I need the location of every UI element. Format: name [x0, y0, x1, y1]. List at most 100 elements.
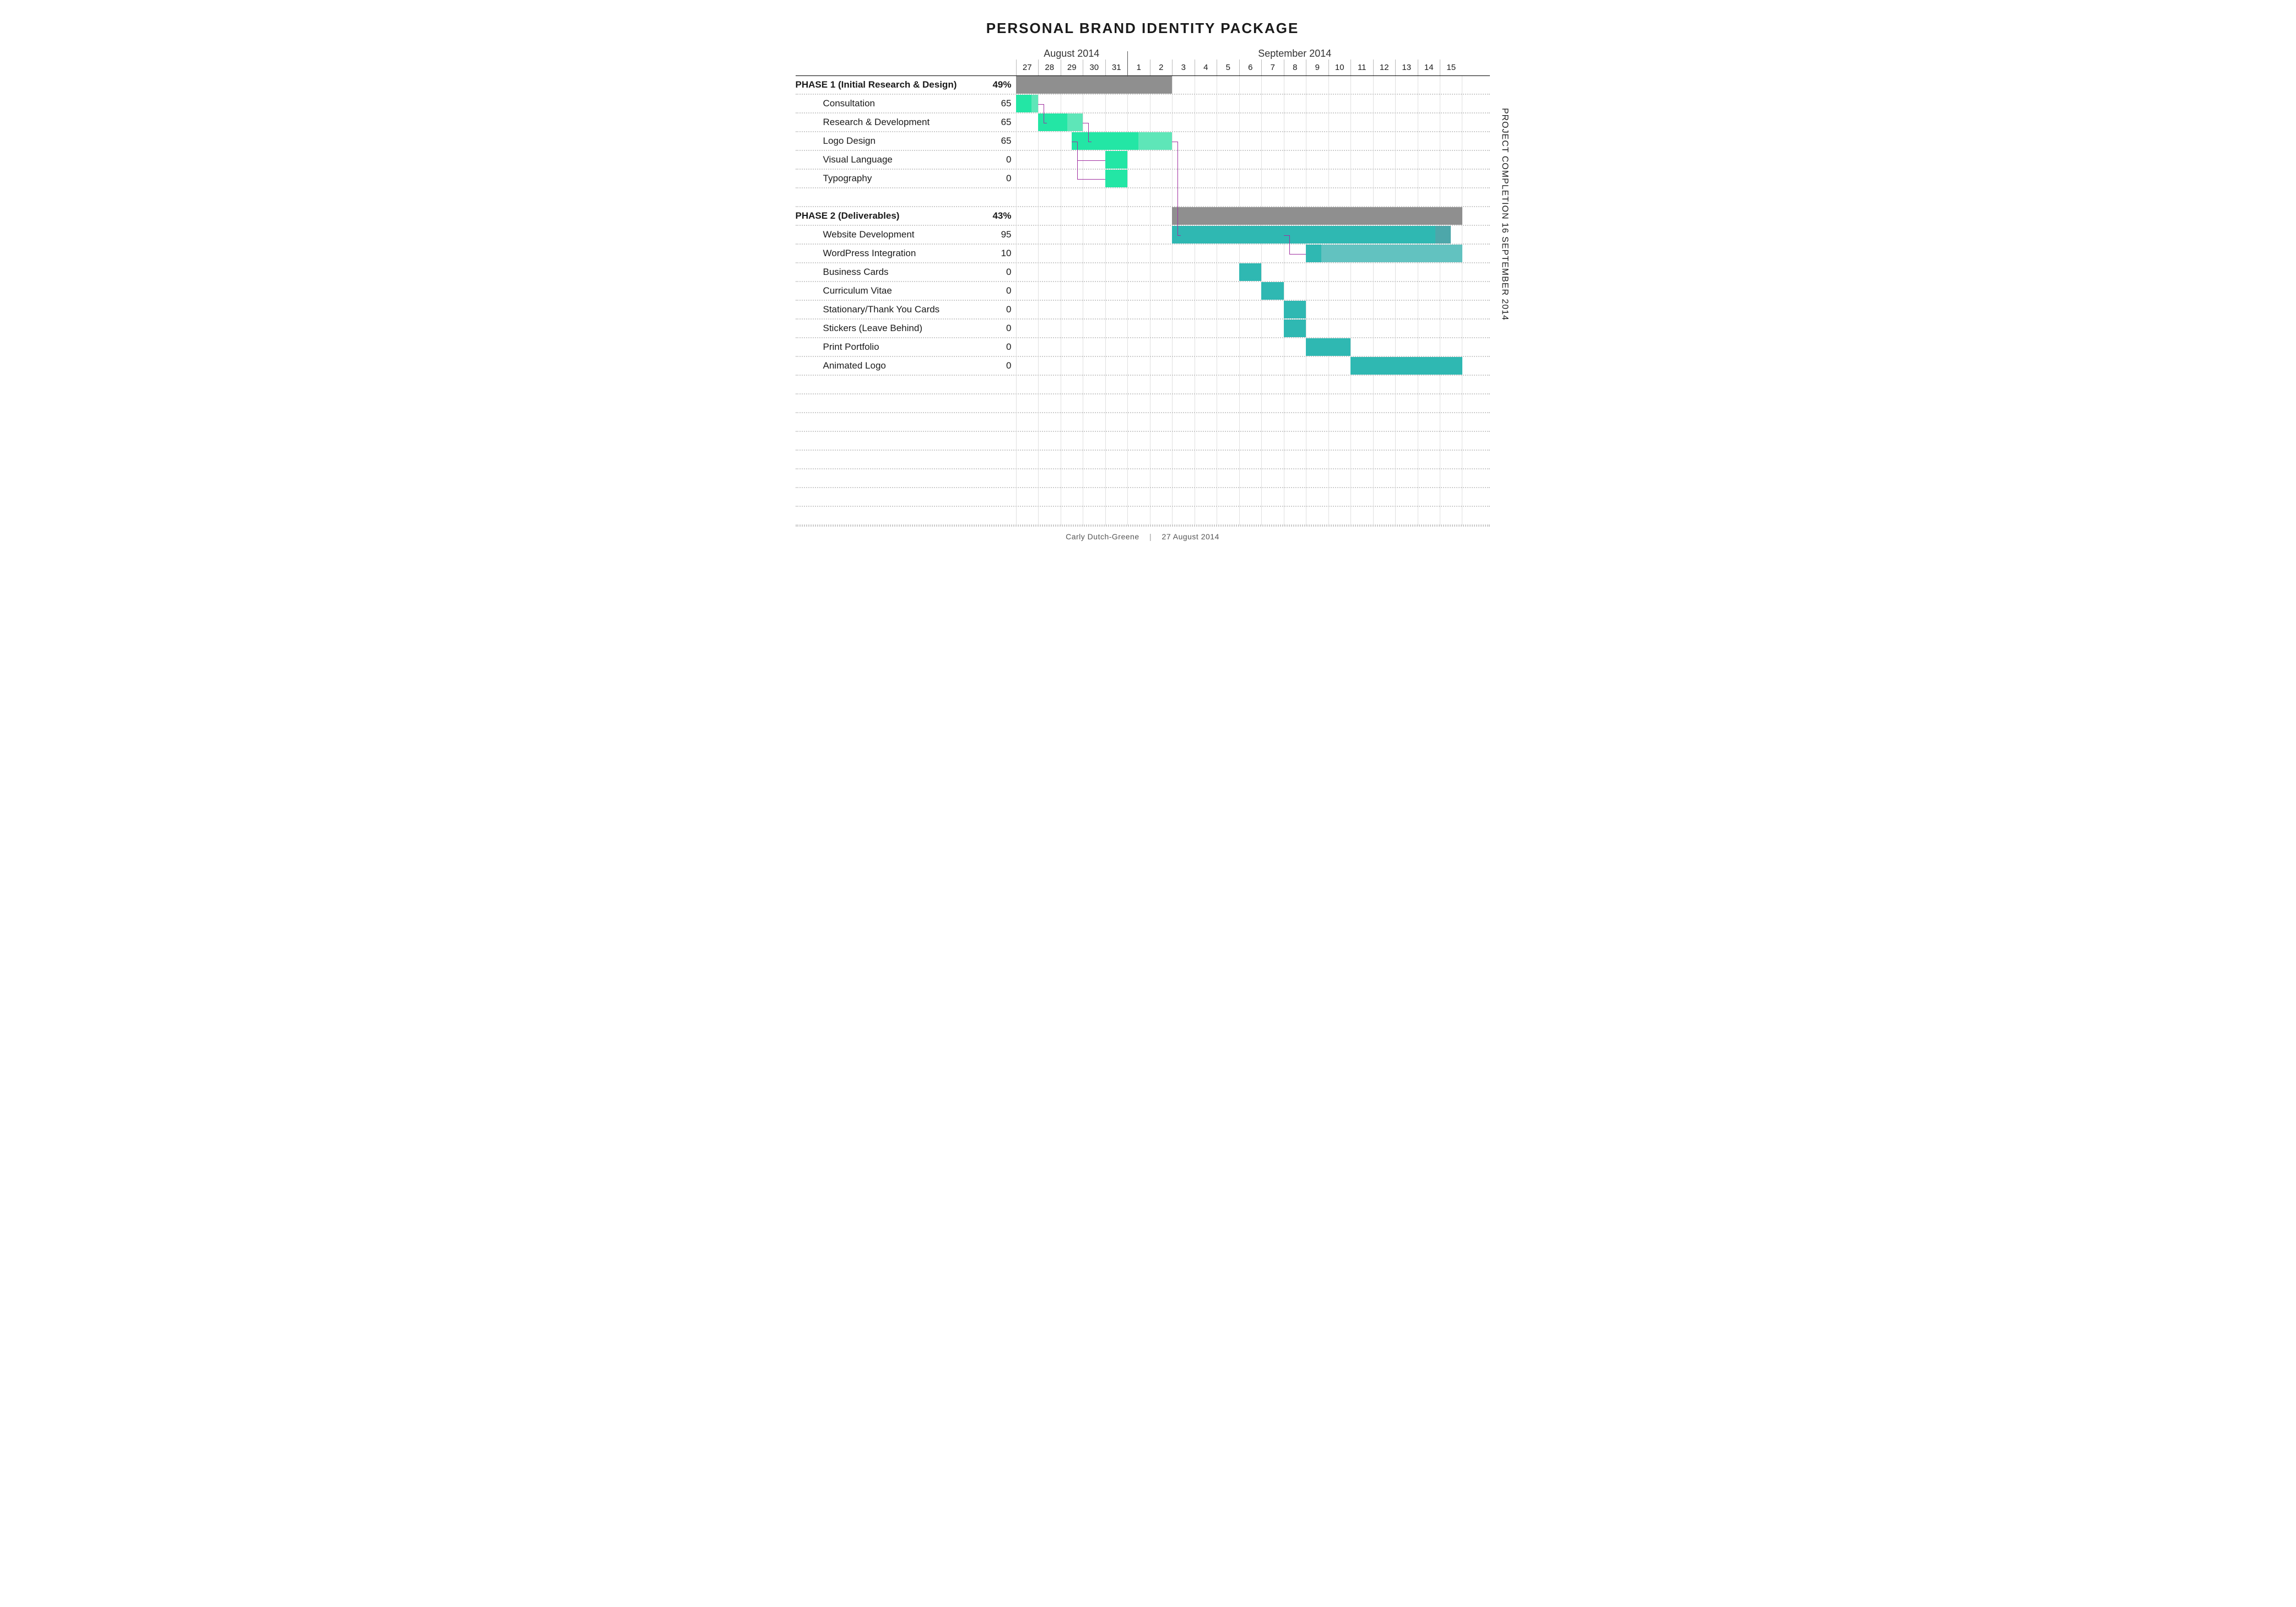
task-row: Stationary/Thank You Cards0 [796, 301, 1490, 320]
task-row: Print Portfolio0 [796, 338, 1490, 357]
row-label: WordPress Integration [796, 248, 988, 259]
gantt-bar [1172, 226, 1435, 244]
row-percent: 0 [988, 173, 1016, 184]
gantt-bar [1306, 245, 1462, 262]
blank-row [796, 376, 1490, 394]
row-percent: 65 [988, 117, 1016, 128]
row-label: Research & Development [796, 117, 988, 128]
row-lane [1016, 113, 1462, 131]
row-lane [1016, 188, 1462, 206]
row-lane [1016, 226, 1462, 244]
task-row: Curriculum Vitae0 [796, 282, 1490, 301]
footer-author: Carly Dutch-Greene [1066, 532, 1139, 541]
day-label: 9 [1306, 59, 1328, 75]
row-label: PHASE 1 (Initial Research & Design) [796, 79, 988, 90]
day-label: 3 [1172, 59, 1195, 75]
row-lane [1016, 357, 1462, 375]
row-lane [1016, 338, 1462, 356]
blank-row [796, 413, 1490, 432]
row-label: Logo Design [796, 136, 988, 147]
day-label: 29 [1061, 59, 1083, 75]
row-lane [1016, 132, 1462, 150]
task-row: Typography0 [796, 170, 1490, 188]
row-percent: 0 [988, 323, 1016, 334]
day-label: 27 [1016, 59, 1039, 75]
blank-row [796, 432, 1490, 451]
row-percent: 0 [988, 154, 1016, 165]
task-row: Stickers (Leave Behind)0 [796, 320, 1490, 338]
blank-row [796, 451, 1490, 469]
gantt-bar [1306, 245, 1321, 262]
row-label: Business Cards [796, 267, 988, 278]
gantt-bar [1261, 282, 1284, 300]
row-percent: 0 [988, 360, 1016, 371]
gantt-bar [1172, 207, 1462, 225]
gantt-bar [1284, 320, 1306, 337]
task-row: Logo Design65 [796, 132, 1490, 151]
day-label: 6 [1239, 59, 1262, 75]
task-row: Consultation65 [796, 95, 1490, 113]
gantt-bar [1306, 338, 1350, 356]
row-lane [1016, 469, 1462, 487]
month-header: August 2014September 2014 [796, 48, 1490, 59]
blank-row [796, 507, 1490, 526]
row-label: Stickers (Leave Behind) [796, 323, 988, 334]
day-label: 30 [1083, 59, 1105, 75]
row-lane [1016, 320, 1462, 337]
row-lane [1016, 507, 1462, 524]
task-row: Animated Logo0 [796, 357, 1490, 376]
day-label: 10 [1328, 59, 1351, 75]
row-lane [1016, 76, 1462, 94]
blank-row [796, 488, 1490, 507]
gantt-bar [1239, 263, 1262, 281]
gantt-bar [1016, 95, 1031, 112]
side-label: PROJECT COMPLETION 16 SEPTEMBER 2014 [1500, 108, 1510, 321]
row-label: Stationary/Thank You Cards [796, 304, 988, 315]
day-label: 2 [1150, 59, 1173, 75]
row-lane [1016, 207, 1462, 225]
task-row: WordPress Integration10 [796, 245, 1490, 263]
day-label: 12 [1373, 59, 1396, 75]
day-label: 11 [1350, 59, 1373, 75]
day-label: 31 [1105, 59, 1128, 75]
task-row: Business Cards0 [796, 263, 1490, 282]
day-label: 13 [1395, 59, 1418, 75]
row-percent: 65 [988, 136, 1016, 147]
phase-row: PHASE 1 (Initial Research & Design)49% [796, 76, 1490, 95]
row-label: Curriculum Vitae [796, 285, 988, 296]
footer-separator: | [1149, 532, 1152, 541]
blank-row [796, 469, 1490, 488]
row-lane [1016, 488, 1462, 506]
day-label: 15 [1440, 59, 1462, 75]
row-lane [1016, 282, 1462, 300]
footer-date: 27 August 2014 [1162, 532, 1219, 541]
row-lane [1016, 263, 1462, 281]
day-label: 28 [1038, 59, 1061, 75]
gantt-bar [1284, 301, 1306, 318]
row-lane [1016, 95, 1462, 112]
day-label: 1 [1127, 59, 1150, 75]
row-label: PHASE 2 (Deliverables) [796, 210, 988, 221]
gantt-bar [1105, 151, 1128, 169]
row-percent: 0 [988, 285, 1016, 296]
row-lane [1016, 245, 1462, 262]
month-label: September 2014 [1127, 48, 1462, 59]
day-label: 8 [1284, 59, 1306, 75]
chart-body: PHASE 1 (Initial Research & Design)49%Co… [796, 76, 1490, 526]
row-lane [1016, 301, 1462, 318]
row-percent: 65 [988, 98, 1016, 109]
day-header: 2728293031123456789101112131415 [796, 59, 1490, 76]
row-percent: 0 [988, 342, 1016, 353]
task-row: Research & Development65 [796, 113, 1490, 132]
row-percent: 43% [988, 210, 1016, 221]
footer: Carly Dutch-Greene | 27 August 2014 [796, 532, 1490, 541]
row-lane [1016, 432, 1462, 450]
blank-row [796, 394, 1490, 413]
row-lane [1016, 151, 1462, 169]
row-percent: 0 [988, 267, 1016, 278]
row-label: Consultation [796, 98, 988, 109]
gantt-bar [1350, 357, 1462, 375]
row-lane [1016, 376, 1462, 393]
row-lane [1016, 451, 1462, 468]
task-row: Website Development95 [796, 226, 1490, 245]
